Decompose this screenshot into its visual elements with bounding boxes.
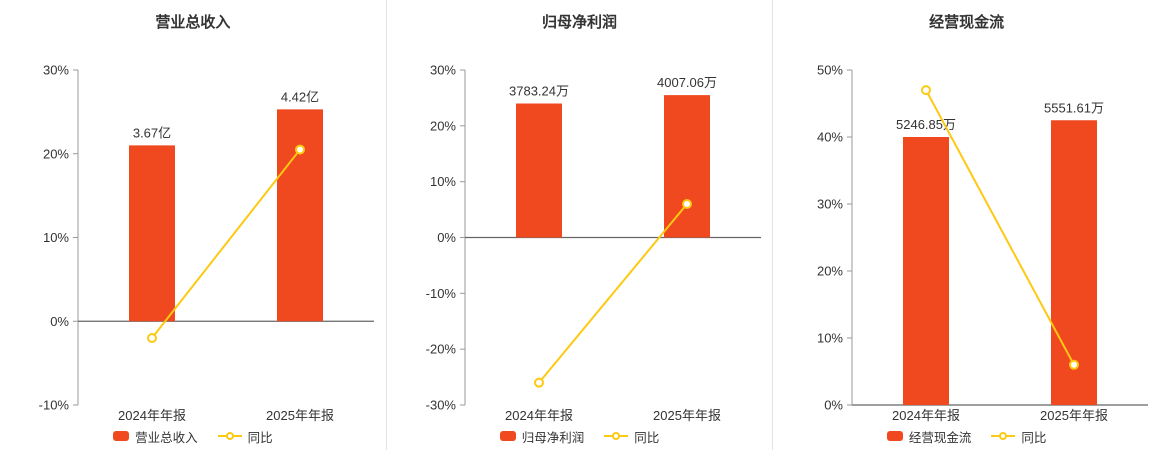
legend-label: 归母净利润 (521, 430, 585, 445)
yoy-line (924, 89, 1075, 366)
legend-label: 经营现金流 (908, 430, 972, 445)
y-tick-label: 0% (824, 398, 843, 413)
y-tick-label: 10% (817, 331, 843, 346)
legend-item-revenue-bar[interactable]: 营业总收入 (113, 427, 198, 446)
bar-value-label-1: 5551.61万 (1044, 100, 1104, 115)
legend-item-net-profit-bar[interactable]: 归母净利润 (499, 427, 585, 446)
chart-title-cash-flow: 经营现金流 (929, 14, 1005, 31)
bar-value-label-0: 3.67亿 (133, 125, 171, 140)
y-tick-label: -10% (39, 398, 70, 413)
y-tick-label: -10% (425, 286, 456, 301)
panel-net-profit: 归母净利润 30% 20% 10% 0% -10% -20% -30% 3783.24万 400… (387, 0, 774, 450)
x-category-label-0: 2024年年报 (118, 408, 186, 423)
y-tick-label: 40% (817, 130, 843, 145)
chart-legend: 经营现金流 同比 (773, 424, 1160, 448)
legend-item-yoy-line[interactable]: 同比 (991, 427, 1046, 446)
line-marker-icon (999, 432, 1008, 440)
yoy-marker-1[interactable] (1068, 359, 1079, 370)
chart-legend: 营业总收入 同比 (0, 424, 386, 448)
line-swatch-icon (217, 432, 242, 440)
bar-0[interactable] (902, 137, 949, 405)
bar-swatch-icon (113, 431, 130, 441)
y-tick-label: 30% (430, 63, 456, 78)
legend-label: 同比 (247, 430, 273, 445)
y-tick-label: 10% (430, 174, 456, 189)
bar-1[interactable] (663, 95, 710, 238)
y-tick-label: 20% (430, 118, 456, 133)
y-tick-label: 0% (50, 314, 69, 329)
bar-value-label-0: 3783.24万 (509, 84, 569, 99)
y-tick-label: 20% (43, 146, 69, 161)
bar-value-label-1: 4007.06万 (657, 75, 717, 90)
bar-swatch-icon (886, 431, 903, 441)
net-profit-chart-canvas: 30% 20% 10% 0% -10% -20% -30% 3783.24万 4007.06万 2… (425, 63, 761, 423)
yoy-marker-0[interactable] (147, 333, 157, 343)
y-tick-label: 20% (817, 264, 843, 279)
yoy-line (151, 148, 301, 339)
bar-1[interactable] (277, 109, 323, 322)
line-swatch-icon (604, 432, 629, 440)
bar-0[interactable] (515, 103, 562, 238)
legend-item-yoy-line[interactable]: 同比 (217, 427, 273, 446)
y-tick-label: 50% (817, 63, 843, 78)
bar-0[interactable] (129, 145, 175, 322)
x-category-label-1: 2025年年报 (266, 408, 334, 423)
y-tick-label: 30% (817, 197, 843, 212)
x-category-label-0: 2024年年报 (892, 408, 960, 423)
y-tick-label: 0% (437, 230, 456, 245)
panel-cash-flow: 经营现金流 50% 40% 30% 20% 10% 0% 5246.85万 5551.61万 2… (773, 0, 1160, 450)
bar-1[interactable] (1050, 120, 1097, 405)
panel-revenue: 营业总收入 30% 20% 10% 0% -10% 3.67亿 4.42亿 2024年年报 20… (0, 0, 387, 450)
line-marker-icon (612, 432, 621, 440)
x-category-label-1: 2025年年报 (1040, 408, 1108, 423)
legend-label: 同比 (1021, 430, 1047, 445)
revenue-chart-canvas: 30% 20% 10% 0% -10% 3.67亿 4.42亿 2024年年报 2025年年报 (39, 63, 374, 423)
chart-legend: 归母净利润 同比 (387, 424, 773, 448)
bar-value-label-0: 5246.85万 (896, 117, 956, 132)
yoy-marker-0[interactable] (920, 85, 931, 96)
legend-item-cash-flow-bar[interactable]: 经营现金流 (886, 427, 972, 446)
chart-title-net-profit: 归母净利润 (541, 14, 617, 31)
legend-label: 营业总收入 (135, 430, 198, 445)
x-category-label-1: 2025年年报 (653, 408, 721, 423)
line-swatch-icon (991, 432, 1016, 440)
y-tick-label: -20% (425, 342, 456, 357)
y-tick-label: -30% (425, 398, 456, 413)
chart-title-revenue: 营业总收入 (155, 14, 231, 31)
cash-flow-chart-canvas: 50% 40% 30% 20% 10% 0% 5246.85万 5551.61万 2024年年报… (817, 63, 1148, 423)
y-tick-label: 30% (43, 63, 69, 78)
line-marker-icon (225, 432, 234, 440)
bar-value-label-1: 4.42亿 (281, 89, 319, 104)
yoy-line (537, 203, 688, 384)
legend-item-yoy-line[interactable]: 同比 (604, 427, 659, 446)
x-category-label-0: 2024年年报 (505, 408, 573, 423)
yoy-marker-1[interactable] (681, 199, 692, 209)
yoy-marker-1[interactable] (295, 144, 305, 155)
legend-label: 同比 (634, 430, 660, 445)
y-tick-label: 10% (43, 230, 69, 245)
bar-swatch-icon (499, 431, 516, 441)
yoy-marker-0[interactable] (533, 377, 544, 388)
